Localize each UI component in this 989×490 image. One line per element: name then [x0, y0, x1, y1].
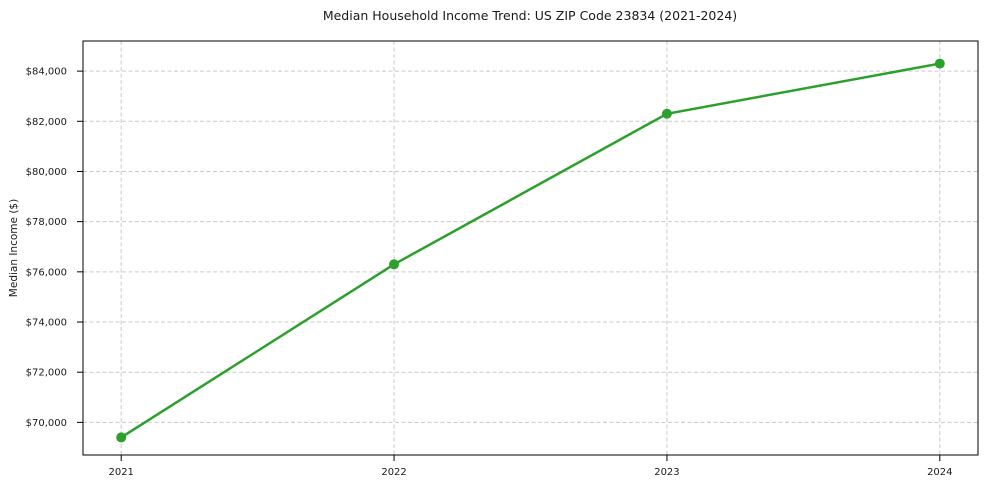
y-tick-label: $74,000 — [26, 318, 67, 329]
series-layer — [116, 59, 945, 443]
x-tick-label: 2021 — [108, 467, 133, 478]
y-axis-label: Median Income ($) — [8, 199, 20, 297]
plot-border — [83, 41, 978, 455]
y-tick-label: $82,000 — [26, 117, 67, 128]
trend-line — [121, 64, 940, 438]
x-tick-label: 2023 — [654, 467, 679, 478]
y-tick-label: $72,000 — [26, 368, 67, 379]
x-tick-label: 2022 — [381, 467, 406, 478]
chart-figure: $70,000 $72,000 $74,000 $76,000 $78,000 $80,0… — [0, 0, 989, 490]
x-tick-label: 2024 — [927, 467, 952, 478]
data-point-2022 — [389, 259, 399, 269]
line-chart: $70,000 $72,000 $74,000 $76,000 $78,000 $80,0… — [0, 0, 989, 490]
y-tick-label: $78,000 — [26, 217, 67, 228]
y-tick-label: $80,000 — [26, 167, 67, 178]
axis-layer: $70,000 $72,000 $74,000 $76,000 $78,000 $80,0… — [26, 41, 978, 478]
data-point-2024 — [935, 59, 945, 69]
y-tick-label: $76,000 — [26, 267, 67, 278]
grid-layer — [83, 41, 978, 455]
y-tick-label: $70,000 — [26, 418, 67, 429]
y-tick-label: $84,000 — [26, 67, 67, 78]
chart-title: Median Household Income Trend: US ZIP Co… — [323, 8, 737, 23]
data-point-2023 — [662, 109, 672, 119]
data-point-2021 — [116, 432, 126, 442]
